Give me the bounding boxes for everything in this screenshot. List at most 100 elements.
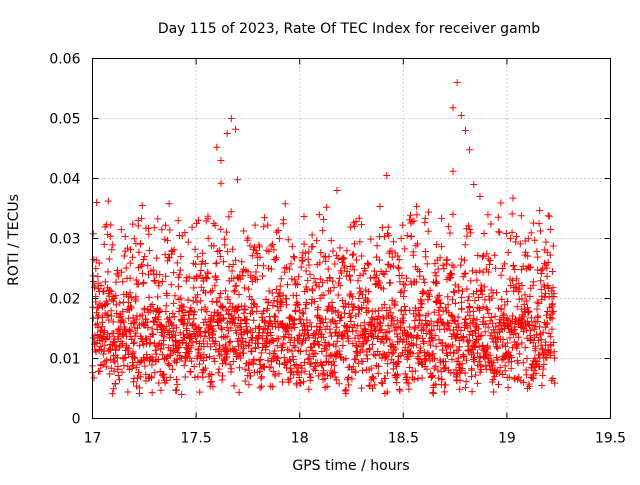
data-point [219,315,227,323]
data-point [98,318,106,326]
data-point [195,349,203,357]
data-point [328,332,336,340]
data-point [323,306,331,314]
data-point [496,228,504,236]
data-point [196,271,204,279]
data-point [300,240,308,248]
data-point [256,253,264,261]
data-point [190,363,198,371]
data-point [121,233,129,241]
data-point [290,252,298,260]
data-point [110,357,118,365]
data-point [513,284,521,292]
data-point [325,358,333,366]
data-point [277,297,285,305]
data-point [263,304,271,312]
data-point [356,272,364,280]
data-point [188,334,196,342]
data-point [160,332,168,340]
data-point [494,213,502,221]
data-point [185,348,193,356]
data-point [320,291,328,299]
data-point [111,380,119,388]
data-point [400,292,408,300]
data-point [326,341,334,349]
data-point [378,304,386,312]
data-point [108,390,116,398]
data-point [110,367,118,375]
data-point [524,304,532,312]
data-point [188,223,196,231]
data-point [235,388,243,396]
data-point [462,315,470,323]
data-point [368,373,376,381]
data-point [524,235,532,243]
data-point [511,266,519,274]
data-point [89,278,97,286]
data-point [345,373,353,381]
data-point [342,386,350,394]
data-point [222,347,230,355]
data-point [213,143,221,151]
data-point [328,299,336,307]
data-point [159,351,167,359]
data-point [465,293,473,301]
data-point [465,337,473,345]
data-point [364,298,372,306]
data-point [307,359,315,367]
data-point [135,248,143,256]
data-point [532,369,540,377]
data-point [160,341,168,349]
data-point [434,293,442,301]
data-point [315,372,323,380]
data-point [244,234,252,242]
data-point [219,372,227,380]
data-point [352,327,360,335]
data-point [156,271,164,279]
data-point [126,289,134,297]
data-point [260,307,268,315]
data-point [464,338,472,346]
data-point [245,366,253,374]
data-point [426,330,434,338]
data-point [484,268,492,276]
data-point [524,385,532,392]
data-point [213,297,221,305]
data-point [542,238,550,246]
data-point [550,348,558,356]
x-tick-label: 19.5 [595,431,626,447]
data-point [436,299,444,307]
data-point [548,300,556,308]
data-point [476,193,484,200]
data-point [483,344,491,352]
data-point [203,340,211,348]
data-point [343,267,351,275]
data-point [533,305,541,313]
data-point [480,283,488,291]
data-point [185,311,193,319]
data-point [351,367,359,375]
data-point [367,364,375,372]
data-point [146,339,154,347]
data-point [462,356,470,364]
data-point [546,351,554,359]
data-point [427,317,435,325]
data-point [199,373,207,381]
data-point [232,307,240,315]
data-point [396,278,404,286]
data-point [430,364,438,372]
data-point [173,356,181,364]
data-point [281,359,289,367]
data-point [219,304,227,312]
data-point [327,237,335,245]
data-point [381,375,389,383]
data-point [110,385,118,393]
data-point [149,307,157,315]
data-point [305,385,313,393]
data-point [246,242,254,250]
data-point [365,288,373,296]
data-point [394,359,402,367]
data-point [189,297,197,305]
data-point [420,275,428,283]
